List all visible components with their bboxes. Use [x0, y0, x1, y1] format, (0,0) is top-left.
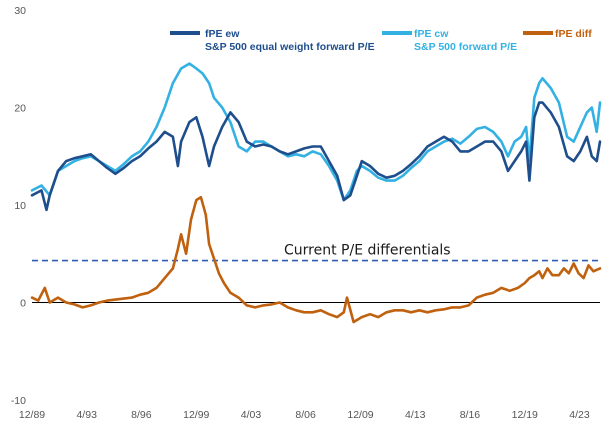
y-tick-label: 10	[14, 200, 26, 212]
series-line-ew	[30, 101, 602, 212]
y-tick-label: 0	[20, 298, 26, 310]
legend-label-diff: fPE diff	[555, 28, 592, 40]
x-tick-label: 12/89	[19, 409, 45, 421]
x-tick-label: 12/19	[512, 409, 538, 421]
y-tick-label: 20	[14, 103, 26, 115]
y-tick-label: -10	[11, 395, 26, 407]
x-tick-label: 4/93	[76, 409, 97, 421]
annotation-layer: Current P/E differentials	[284, 243, 451, 259]
series-line-cw	[30, 62, 602, 202]
x-tick-label: 4/13	[405, 409, 426, 421]
legend-label-ew: fPE ew	[205, 28, 240, 40]
x-tick-label: 4/03	[241, 409, 262, 421]
legend-label-cw: fPE cw	[414, 28, 449, 40]
y-tick-label: 30	[14, 5, 26, 17]
x-tick-label: 4/23	[569, 409, 590, 421]
series-line-diff	[30, 195, 602, 324]
legend: fPE ewS&P 500 equal weight forward P/E fP…	[170, 28, 592, 53]
current-pe-differentials-label: Current P/E differentials	[284, 243, 451, 259]
x-tick-label: 12/09	[347, 409, 373, 421]
series-layer	[30, 62, 602, 324]
axis-layer: -10 0 10 20 30 12/89 4/93 8/96 12/99 4/03 8/06 12/0…	[11, 5, 600, 421]
legend-sublabel-ew: S&P 500 equal weight forward P/E	[205, 41, 375, 53]
x-tick-label: 8/06	[295, 409, 316, 421]
x-tick-label: 12/99	[183, 409, 209, 421]
legend-sublabel-cw: S&P 500 forward P/E	[414, 41, 517, 53]
x-tick-label: 8/96	[131, 409, 152, 421]
x-tick-label: 8/16	[460, 409, 481, 421]
